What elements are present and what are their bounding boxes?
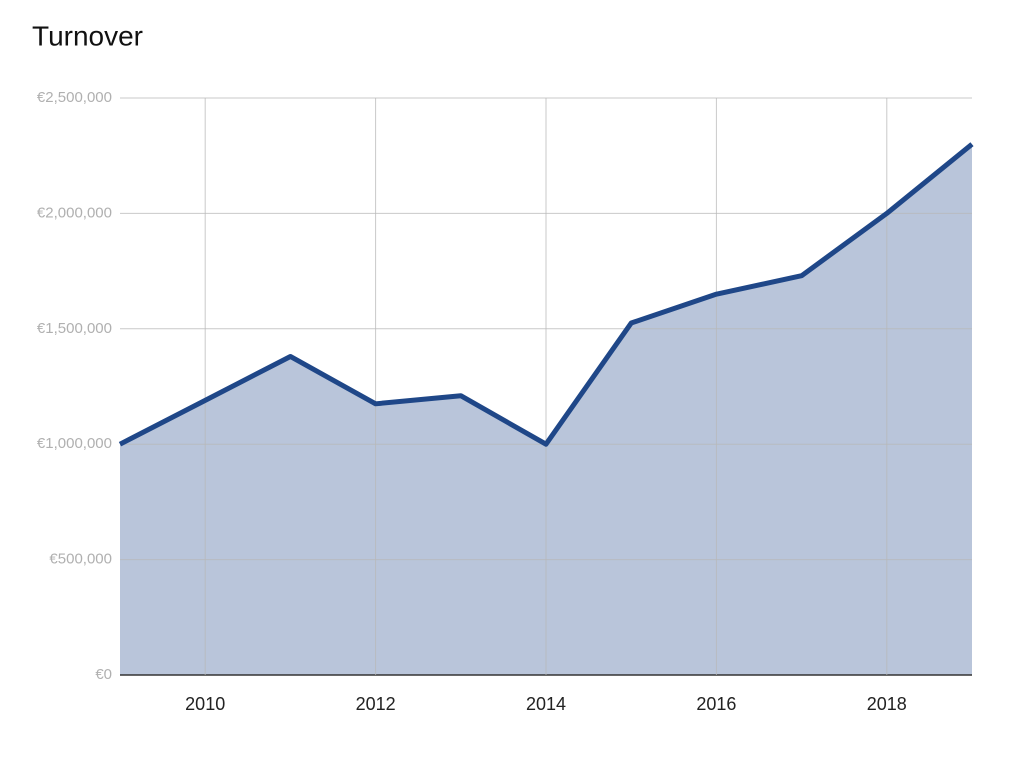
x-tick-label: 2018 [867,694,907,714]
y-tick-label: €500,000 [49,551,112,568]
x-tick-label: 2014 [526,694,566,714]
y-tick-label: €2,000,000 [37,204,112,221]
y-tick-label: €1,500,000 [37,320,112,337]
y-tick-label: €2,500,000 [37,89,112,106]
chart-title: Turnover [32,20,143,51]
x-tick-label: 2012 [356,694,396,714]
y-tick-label: €0 [95,666,112,683]
y-tick-label: €1,000,000 [37,435,112,452]
line [118,142,974,447]
area-fill [120,144,972,675]
x-tick-label: 2016 [696,694,736,714]
x-tick-label: 2010 [185,694,225,714]
